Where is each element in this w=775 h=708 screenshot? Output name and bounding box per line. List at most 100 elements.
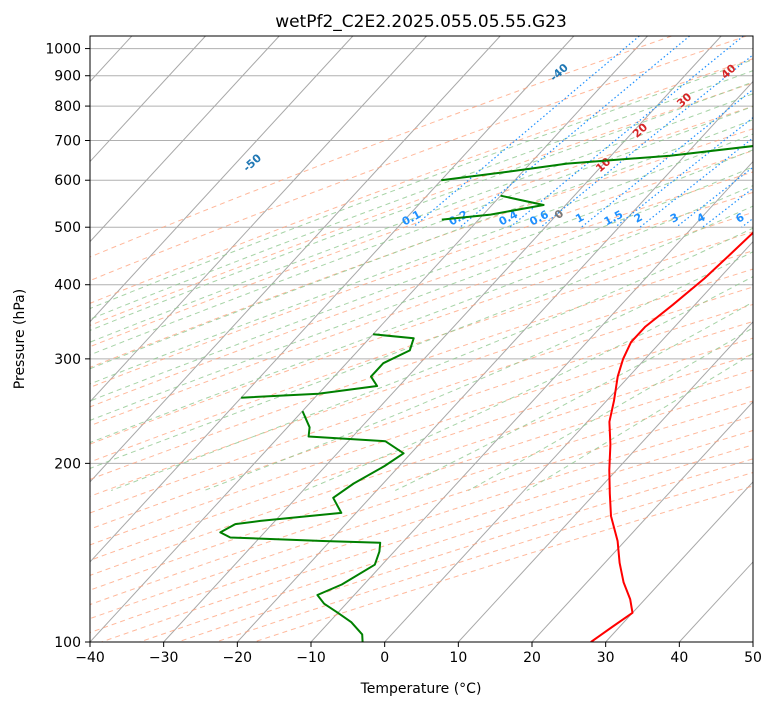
y-ticks: 100 200 300 400 500 600 700 800 900 1000 <box>45 42 90 651</box>
isotherm-line <box>457 320 753 642</box>
moist-adiabat-line <box>90 81 753 331</box>
moist-adiabat-line <box>90 59 753 310</box>
moist-adiabat-line <box>468 327 753 491</box>
y-tick-label: 1000 <box>45 42 81 58</box>
mixing-ratio-line <box>581 88 753 228</box>
moist-adiabat-line <box>90 119 753 370</box>
x-ticks: −40 −30 −20 −10 0 10 20 30 40 50 <box>75 642 762 666</box>
dry-adiabat-line <box>90 105 753 348</box>
moist-adiabat-label: 0 <box>552 207 567 222</box>
y-tick-label: 800 <box>54 99 81 115</box>
isotherm-line <box>752 641 753 642</box>
dry-adiabat-line <box>90 171 753 408</box>
y-tick-label: 200 <box>54 456 81 472</box>
dry-adiabat-line <box>90 286 753 514</box>
mixing-ratio-label: 1 <box>573 211 586 226</box>
dry-adiabat-line <box>90 353 753 576</box>
isotherm-line <box>90 36 206 163</box>
mixing-ratio-line <box>412 36 640 228</box>
moist-adiabat-line <box>395 301 753 491</box>
y-tick-label: 300 <box>54 352 81 368</box>
chart-title: wetPf2_C2E2.2025.055.05.55.G23 <box>275 12 567 32</box>
y-axis-label: Pressure (hPa) <box>12 289 28 389</box>
dry-adiabat-label: -40 <box>547 61 571 84</box>
dry-adiabat-line <box>215 472 753 642</box>
background-lines <box>0 36 775 642</box>
dry-adiabat-line <box>90 250 753 480</box>
dry-adiabat-line <box>90 320 753 546</box>
x-tick-label: −40 <box>75 650 105 666</box>
dry-adiabat-line <box>90 303 753 530</box>
dewpoint-profile-line <box>441 194 545 221</box>
moist-adiabat-line <box>90 205 753 469</box>
x-tick-label: −10 <box>296 650 326 666</box>
x-tick-label: 20 <box>523 650 541 666</box>
isotherm-line <box>90 36 427 403</box>
dry-adiabat-line <box>90 128 753 368</box>
isotherm-line <box>678 561 753 642</box>
dry-adiabat-line <box>90 36 672 258</box>
isotherm-line <box>163 36 722 642</box>
moist-adiabat-line <box>90 185 753 444</box>
dry-adiabat-line <box>90 211 753 445</box>
mixing-ratio-label: 8 <box>762 211 775 226</box>
y-tick-label: 900 <box>54 69 81 85</box>
dewpoint-profile-line <box>441 145 753 182</box>
mixing-ratio-label: 6 <box>734 210 747 225</box>
dry-adiabat-line <box>90 415 753 634</box>
dry-adiabat-line <box>90 82 753 326</box>
moist-adiabat-line <box>304 275 753 491</box>
y-tick-label: 100 <box>54 635 81 651</box>
mixing-ratio-label: 3 <box>668 211 681 226</box>
dewpoint-profile-line <box>219 410 405 642</box>
isotherm-line <box>236 80 753 642</box>
line-labels: -100-90-80-70-60-50-40-30-20-100.10.20.4… <box>241 61 775 229</box>
isotherm-line <box>310 160 753 642</box>
mixing-ratio-label: 0.1 <box>400 208 423 229</box>
moist-adiabat-line <box>90 149 753 402</box>
mixing-ratio-line <box>540 54 753 228</box>
isotherm-line <box>90 36 354 323</box>
y-tick-label: 500 <box>54 220 81 236</box>
mixing-ratio-line <box>509 36 744 228</box>
isotherm-line <box>90 36 575 563</box>
moist-adiabat-line <box>90 166 753 421</box>
dry-adiabat-line <box>139 444 753 642</box>
temperature-profile-line <box>590 231 753 642</box>
plot-area: -100-90-80-70-60-50-40-30-20-100.10.20.4… <box>0 36 775 642</box>
x-tick-label: 10 <box>449 650 467 666</box>
dry-adiabat-line <box>90 400 753 620</box>
mixing-ratio-line <box>741 217 753 228</box>
dry-adiabat-line <box>90 231 753 463</box>
dry-adiabat-line <box>90 369 753 591</box>
x-axis-label: Temperature (°C) <box>360 681 482 697</box>
moist-adiabat-label: 40 <box>719 62 739 82</box>
dry-adiabat-line <box>90 337 753 561</box>
dry-adiabat-line <box>90 36 747 282</box>
dewpoint-profile-line <box>241 333 415 399</box>
x-tick-label: −30 <box>149 650 179 666</box>
mixing-ratio-label: 2 <box>632 211 645 226</box>
isotherm-line <box>605 481 753 642</box>
x-tick-label: 0 <box>380 650 389 666</box>
isotherm-line <box>0 36 58 642</box>
mixing-ratio-line <box>770 36 775 227</box>
y-tick-label: 600 <box>54 173 81 189</box>
mixing-ratio-label: 1.5 <box>602 208 625 229</box>
plot-frame <box>89 35 754 643</box>
profile-lines <box>219 145 753 642</box>
dry-adiabat-line <box>90 150 753 388</box>
moist-adiabat-line <box>111 227 753 491</box>
moist-adiabat-line <box>90 105 753 356</box>
y-tick-label: 700 <box>54 133 81 149</box>
isotherm-line <box>90 36 501 483</box>
x-tick-label: 50 <box>744 650 762 666</box>
isotherm-line <box>531 401 753 642</box>
moist-adiabat-line <box>204 251 753 491</box>
mixing-ratio-line <box>459 36 690 228</box>
x-tick-label: 40 <box>670 650 688 666</box>
dry-adiabat-line <box>90 191 753 427</box>
dry-adiabat-line <box>90 385 753 606</box>
dry-adiabat-line <box>90 58 753 304</box>
